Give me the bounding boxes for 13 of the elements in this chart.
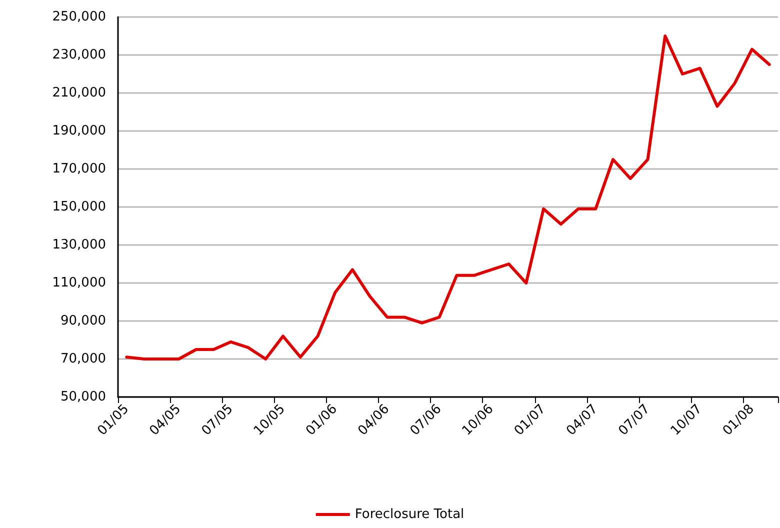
y-tick-label: 130,000: [52, 238, 106, 252]
line-series: [125, 34, 771, 360]
y-tick-label: 230,000: [52, 48, 106, 62]
y-tick-label: 70,000: [60, 352, 106, 366]
y-tick-label: 170,000: [52, 162, 106, 176]
legend-label: Foreclosure Total: [354, 507, 464, 522]
y-tick-label: 110,000: [52, 276, 106, 290]
y-tick-label: 50,000: [60, 390, 106, 404]
y-tick-label: 210,000: [52, 86, 106, 100]
y-tick-label: 150,000: [52, 200, 106, 214]
y-tick-label: 90,000: [60, 314, 106, 328]
y-tick-label: 250,000: [52, 10, 106, 24]
y-tick-label: 190,000: [52, 124, 106, 138]
